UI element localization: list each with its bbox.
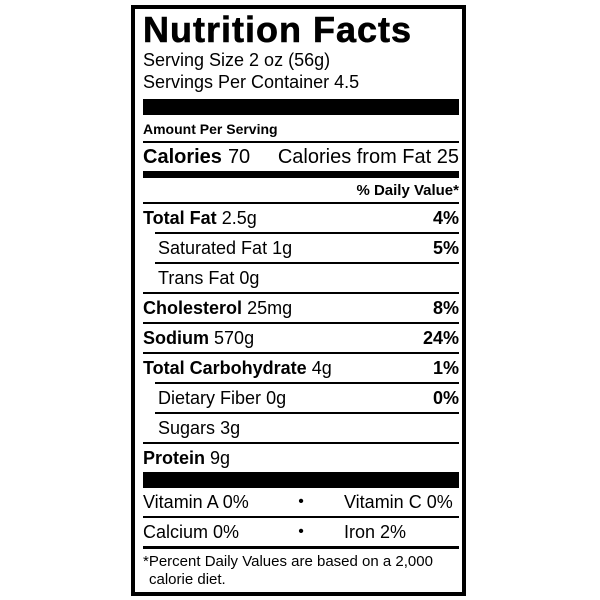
- thin-divider-indented: [155, 382, 459, 384]
- nutrient-amount: 1g: [272, 237, 293, 258]
- nutrient-amount: 570g: [214, 327, 255, 348]
- nutrient-amount: 4g: [311, 357, 332, 378]
- nutrient-amount: 25mg: [247, 297, 293, 318]
- medium-divider-bar: [143, 171, 459, 178]
- nutrition-facts-label: Nutrition Facts Serving Size 2 oz (56g) …: [131, 5, 466, 596]
- calories-row: Calories 70 Calories from Fat 25: [143, 143, 459, 171]
- nutrient-daily-value: 24%: [422, 327, 459, 348]
- thin-divider-indented: [155, 412, 459, 414]
- nutrient-amount: 0g: [239, 267, 260, 288]
- thin-divider: [143, 322, 459, 324]
- thin-divider-indented: [155, 262, 459, 264]
- nutrient-name: Trans Fat: [158, 267, 235, 288]
- thick-divider-bar: [143, 472, 459, 488]
- thin-divider: [143, 202, 459, 204]
- nutrient-daily-value: 5%: [432, 237, 459, 258]
- nutrient-name: Sugars: [158, 417, 216, 438]
- nutrient-amount: 2.5g: [221, 207, 257, 228]
- footnote-line1: *Percent Daily Values are based on a 2,0…: [143, 553, 433, 570]
- footnote: *Percent Daily Values are based on a 2,0…: [143, 553, 459, 589]
- nutrient-name: Sodium: [143, 327, 209, 348]
- servings-per-container: Servings Per Container 4.5: [143, 72, 360, 92]
- daily-value-header: % Daily Value*: [356, 182, 459, 199]
- nutrient-name: Protein: [143, 447, 206, 468]
- footnote-line2: calorie diet.: [149, 571, 226, 588]
- bullet-separator: •: [298, 493, 304, 510]
- thin-divider-indented: [155, 232, 459, 234]
- thin-divider: [143, 516, 459, 518]
- thin-divider: [143, 442, 459, 444]
- nutrient-daily-value: 8%: [432, 297, 459, 318]
- nutrient-name: Cholesterol: [143, 297, 243, 318]
- thin-divider: [143, 352, 459, 354]
- thick-divider-bar: [143, 99, 459, 115]
- calories-value: 70: [227, 145, 251, 168]
- bullet-separator: •: [298, 523, 304, 540]
- nutrient-amount: 3g: [220, 417, 241, 438]
- footnote-divider: [143, 546, 459, 549]
- nutrient-row-saturated-fat: Saturated Fat 1g 5%: [143, 234, 459, 262]
- thin-divider: [143, 141, 459, 143]
- serving-size: Serving Size 2 oz (56g): [143, 50, 331, 70]
- nutrient-row-total-carbohydrate: Total Carbohydrate 4g 1%: [143, 354, 459, 382]
- nutrient-daily-value: 4%: [432, 207, 459, 228]
- nutrient-name: Total Carbohydrate: [143, 357, 307, 378]
- label-title: Nutrition Facts: [143, 9, 413, 50]
- vitamin-row-a-c: Vitamin A 0% • Vitamin C 0%: [143, 488, 459, 516]
- calcium-value: Calcium 0%: [143, 521, 240, 542]
- nutrient-name: Saturated Fat: [158, 237, 268, 258]
- thin-divider: [143, 292, 459, 294]
- vitamin-c-value: Vitamin C 0%: [344, 491, 453, 512]
- vitamin-row-calcium-iron: Calcium 0% • Iron 2%: [143, 518, 459, 546]
- nutrient-daily-value: 0%: [432, 387, 459, 408]
- amount-per-serving-heading: Amount Per Serving: [143, 121, 278, 137]
- nutrient-row-dietary-fiber: Dietary Fiber 0g 0%: [143, 384, 459, 412]
- calories-from-fat: Calories from Fat 25: [277, 145, 459, 168]
- nutrient-row-total-fat: Total Fat 2.5g 4%: [143, 204, 459, 232]
- nutrient-amount: 9g: [210, 447, 231, 468]
- nutrient-row-protein: Protein 9g: [143, 444, 459, 472]
- nutrient-name: Dietary Fiber: [158, 387, 262, 408]
- nutrient-row-cholesterol: Cholesterol 25mg 8%: [143, 294, 459, 322]
- nutrient-row-sodium: Sodium 570g 24%: [143, 324, 459, 352]
- nutrient-amount: 0g: [266, 387, 287, 408]
- nutrient-row-trans-fat: Trans Fat 0g: [143, 264, 459, 292]
- nutrient-row-sugars: Sugars 3g: [143, 414, 459, 442]
- nutrient-name: Total Fat: [143, 207, 217, 228]
- vitamin-a-value: Vitamin A 0%: [143, 491, 249, 512]
- iron-value: Iron 2%: [344, 521, 407, 542]
- nutrient-daily-value: 1%: [432, 357, 459, 378]
- calories-label: Calories: [143, 145, 222, 168]
